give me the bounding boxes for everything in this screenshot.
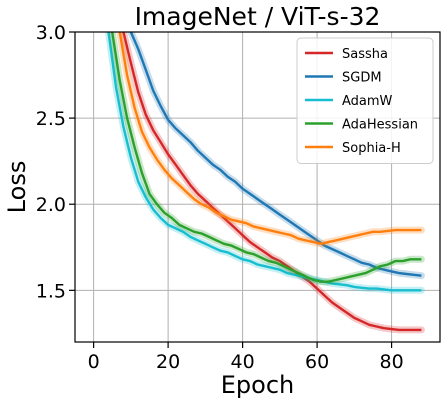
y-tick-label: 1.5: [36, 280, 66, 302]
legend: Sassha SGDM AdamW AdaHessian Sophia-H: [296, 37, 434, 164]
y-tick-label: 2.5: [36, 108, 66, 130]
legend-label-sassha: Sassha: [342, 47, 388, 62]
adahessian-line: [111, 32, 422, 283]
axis-ticks: 0 20 40 60 80 1.5 2.0 2.5 3.0: [36, 22, 404, 373]
x-tick-label: 60: [305, 351, 329, 373]
adamw-line: [107, 32, 422, 292]
plot-frame: [74, 31, 441, 343]
x-axis-label: Epoch: [221, 371, 295, 399]
sgdm-line: [129, 32, 422, 277]
y-tick-label: 3.0: [36, 22, 66, 44]
x-tick-label: 40: [231, 351, 255, 373]
legend-label-sophia-h: Sophia-H: [342, 141, 401, 156]
x-tick-label: 0: [88, 351, 100, 373]
legend-label-sgdm: SGDM: [342, 71, 382, 86]
legend-label-adamw: AdamW: [342, 94, 393, 109]
x-tick-label: 80: [379, 351, 403, 373]
legend-box: [296, 37, 434, 164]
sassha-line: [122, 32, 422, 332]
y-tick-label: 2.0: [36, 194, 66, 216]
legend-label-adahessian: AdaHessian: [342, 118, 418, 133]
x-tick-label: 20: [156, 351, 180, 373]
chart-title: ImageNet / ViT-s-32: [135, 2, 381, 31]
sophia-h-line: [118, 32, 422, 245]
y-axis-label: Loss: [3, 161, 31, 214]
series-layer: [105, 32, 425, 334]
